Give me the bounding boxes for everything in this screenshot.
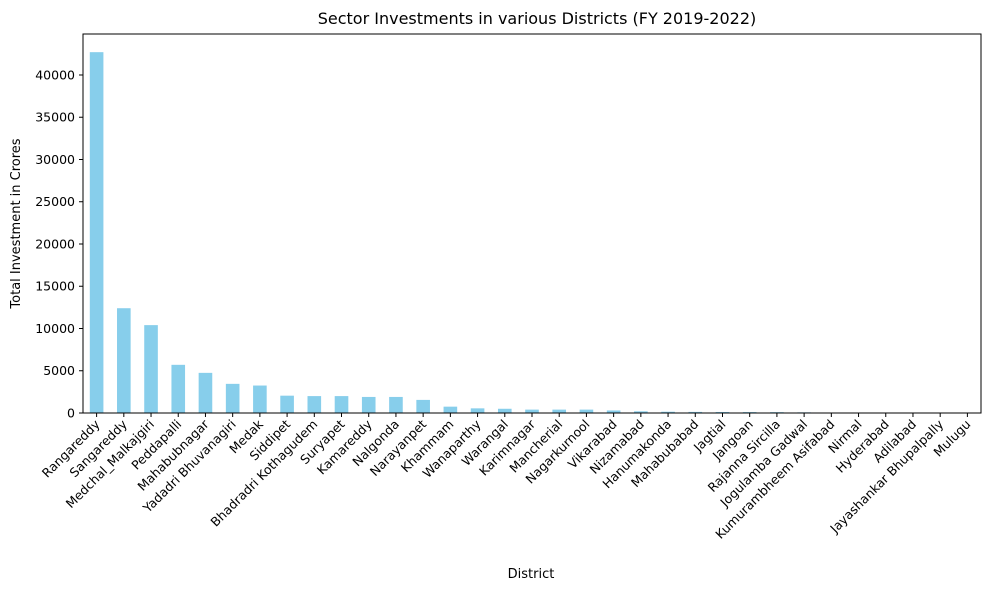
y-tick-label: 10000 [35, 321, 75, 336]
bar [525, 409, 539, 413]
bar [389, 396, 403, 413]
bar [552, 409, 567, 413]
y-tick-label: 35000 [35, 110, 75, 125]
y-axis-label: Total Investment in Crores [9, 138, 24, 309]
bar [198, 372, 213, 413]
bar [117, 308, 131, 413]
bars-group [89, 52, 975, 414]
bar [416, 399, 430, 413]
y-tick-label: 15000 [35, 279, 75, 294]
y-tick-label: 40000 [35, 67, 75, 82]
chart-title: Sector Investments in various Districts … [318, 9, 757, 28]
y-tick-label: 30000 [35, 152, 75, 167]
bar [715, 411, 730, 413]
bar [334, 396, 349, 413]
bar [307, 396, 322, 413]
y-tick-label: 0 [67, 406, 75, 421]
x-axis-ticks: RangareddySangareddyMedchal_MalkajgiriPe… [39, 413, 974, 542]
bar [606, 410, 621, 413]
bar [361, 396, 376, 413]
bar [89, 52, 104, 414]
y-tick-label: 5000 [43, 363, 75, 378]
bar [688, 411, 703, 413]
bar [634, 411, 648, 413]
bar [253, 385, 267, 413]
bar [470, 408, 485, 413]
bar [661, 411, 675, 413]
y-tick-label: 25000 [35, 194, 75, 209]
y-tick-label: 20000 [35, 236, 75, 251]
bar [497, 408, 512, 413]
x-axis-label: District [508, 567, 555, 582]
y-axis-ticks: 0 5000 10000 15000 20000 25000 30000 35000 40000 [35, 67, 83, 421]
bar [144, 325, 158, 413]
bar [443, 406, 458, 413]
bar [225, 383, 240, 413]
plot-frame [82, 33, 982, 414]
bar [579, 409, 594, 413]
bar [280, 395, 294, 413]
bar [171, 364, 186, 413]
